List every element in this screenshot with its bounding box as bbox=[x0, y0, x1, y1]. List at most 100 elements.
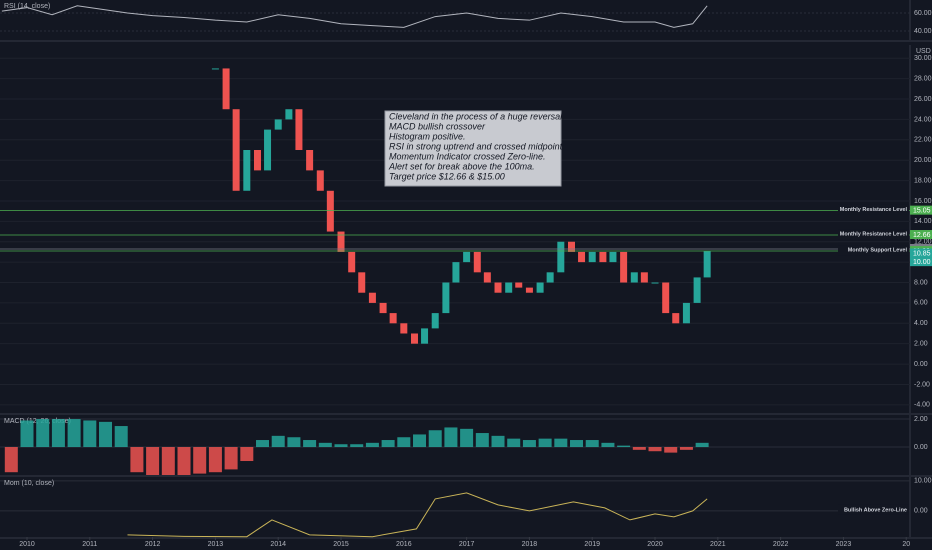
candle bbox=[473, 251, 481, 273]
candle bbox=[285, 109, 293, 120]
histogram-bar bbox=[679, 447, 693, 450]
candle bbox=[410, 333, 418, 344]
candle bbox=[651, 282, 659, 284]
candle bbox=[274, 119, 282, 130]
histogram-bar bbox=[444, 427, 458, 448]
y-tick-label: 22.00 bbox=[914, 137, 932, 144]
histogram-bar bbox=[491, 435, 505, 448]
histogram-bar bbox=[413, 434, 427, 448]
indicator-line bbox=[1, 5, 708, 28]
histogram-bar bbox=[507, 438, 521, 448]
candle bbox=[389, 313, 397, 324]
candle bbox=[232, 109, 240, 191]
y-tick-label: 30.00 bbox=[914, 55, 932, 62]
histogram-bar bbox=[334, 444, 348, 448]
x-tick-label: 2020 bbox=[647, 541, 663, 548]
x-tick-label: 2013 bbox=[208, 541, 224, 548]
x-tick-label: 2019 bbox=[584, 541, 600, 548]
x-tick-label: 2022 bbox=[773, 541, 789, 548]
candle bbox=[243, 149, 251, 191]
price-tag-label: 10.00 bbox=[913, 259, 931, 266]
candle bbox=[609, 251, 617, 263]
candle bbox=[306, 149, 314, 171]
y-tick-label: 16.00 bbox=[914, 198, 932, 205]
y-tick-label: 0.00 bbox=[914, 508, 928, 515]
y-tick-label: -4.00 bbox=[914, 402, 930, 409]
level-label: Monthly Resistance Level bbox=[840, 207, 908, 213]
price-tag bbox=[910, 230, 932, 240]
histogram-bar bbox=[193, 447, 207, 474]
candle bbox=[578, 251, 586, 263]
histogram-bar bbox=[240, 447, 254, 462]
candle bbox=[368, 292, 376, 303]
candle bbox=[348, 251, 356, 273]
candle bbox=[295, 109, 303, 150]
y-tick-label: 40.00 bbox=[914, 28, 932, 35]
annotation-line: Histogram positive. bbox=[389, 131, 466, 141]
histogram-bar bbox=[146, 447, 160, 475]
axis-label: USD bbox=[916, 48, 931, 55]
x-tick-label: 2018 bbox=[522, 541, 538, 548]
histogram-bar bbox=[318, 442, 332, 448]
candle bbox=[672, 313, 680, 324]
histogram-bar bbox=[601, 442, 615, 448]
level-label-bg bbox=[838, 204, 909, 215]
pane-title: RSI (14, close) bbox=[4, 3, 50, 10]
histogram-bar bbox=[20, 420, 34, 448]
histogram-bar bbox=[208, 447, 222, 473]
y-tick-label: 60.00 bbox=[914, 10, 932, 17]
level-label: Monthly Resistance Level bbox=[840, 231, 908, 237]
candle bbox=[253, 149, 261, 171]
x-tick-label: 2017 bbox=[459, 541, 475, 548]
histogram-bar bbox=[83, 420, 97, 448]
candle bbox=[703, 251, 711, 278]
candle bbox=[211, 68, 219, 70]
candle bbox=[557, 241, 565, 273]
histogram-bar bbox=[4, 447, 18, 473]
candle bbox=[337, 231, 345, 252]
y-tick-label: 20.00 bbox=[914, 157, 932, 164]
histogram-bar bbox=[554, 438, 568, 448]
annotation-box bbox=[384, 110, 562, 187]
candle bbox=[264, 129, 272, 171]
histogram-bar bbox=[664, 447, 678, 453]
candle bbox=[316, 170, 324, 191]
level-label-bg bbox=[838, 245, 909, 256]
price-tag bbox=[910, 205, 932, 215]
histogram-bar bbox=[570, 440, 584, 448]
y-tick-label: 4.00 bbox=[914, 320, 928, 327]
x-tick-label: 2011 bbox=[82, 541, 97, 548]
candle bbox=[662, 282, 670, 314]
histogram-bar bbox=[522, 440, 536, 448]
annotation-line: MACD bullish crossover bbox=[389, 121, 486, 131]
histogram-bar bbox=[224, 447, 238, 470]
y-tick-label: 14.00 bbox=[914, 218, 932, 225]
candle bbox=[599, 251, 607, 263]
histogram-bar bbox=[99, 421, 113, 448]
y-tick-label: 8.00 bbox=[914, 279, 928, 286]
annotation-line: Cleveland in the process of a huge rever… bbox=[389, 111, 565, 121]
histogram-bar bbox=[460, 428, 474, 448]
histogram-bar bbox=[648, 447, 662, 452]
y-tick-label: 12.00 bbox=[914, 239, 932, 246]
histogram-bar bbox=[177, 447, 191, 475]
y-tick-label: -2.00 bbox=[914, 381, 930, 388]
annotation-line: Target price $12.66 & $15.00 bbox=[389, 171, 505, 181]
candle bbox=[630, 272, 638, 283]
histogram-bar bbox=[397, 437, 411, 448]
x-tick-label: 20 bbox=[902, 541, 910, 548]
x-tick-label: 2010 bbox=[19, 541, 35, 548]
price-tag-label: 10.85 bbox=[913, 250, 931, 257]
histogram-bar bbox=[585, 440, 599, 448]
candle bbox=[505, 282, 513, 293]
pane-title: Mom (10, close) bbox=[4, 480, 54, 487]
candle bbox=[588, 251, 596, 263]
y-tick-label: 6.00 bbox=[914, 300, 928, 307]
histogram-bar bbox=[350, 444, 364, 448]
candle bbox=[682, 302, 690, 324]
histogram-bar bbox=[256, 440, 270, 448]
candle bbox=[222, 68, 230, 110]
histogram-bar bbox=[271, 435, 285, 448]
histogram-bar bbox=[428, 430, 442, 448]
